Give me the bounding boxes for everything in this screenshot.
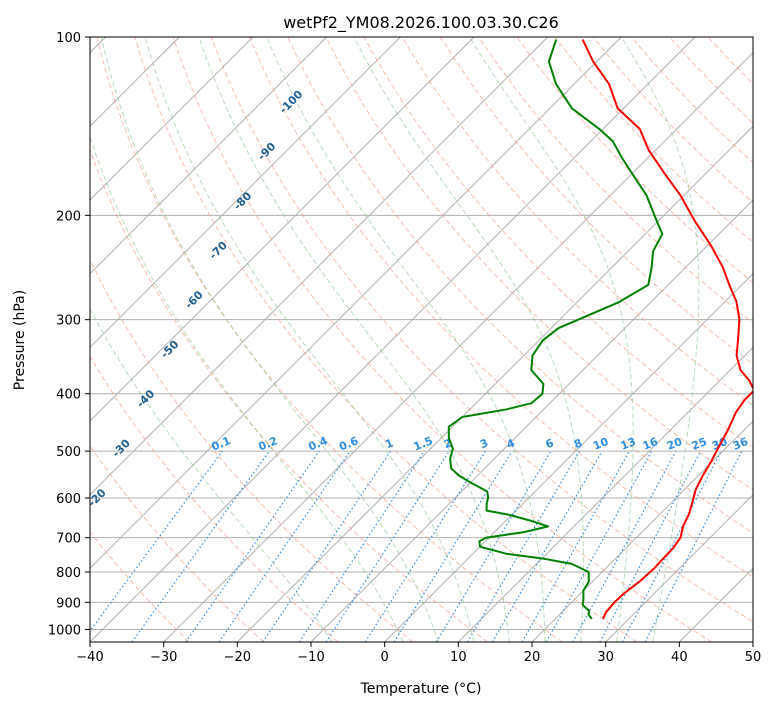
mixing-ratio-line: [185, 450, 320, 642]
mixing-ratio-line: [218, 450, 351, 642]
dry-adiabat-line: [90, 531, 190, 642]
moist-adiabat-line: [266, 37, 546, 642]
x-tick-label: 0: [381, 650, 389, 665]
x-axis-label: Temperature (°C): [360, 681, 482, 697]
y-tick-label: 1000: [48, 623, 81, 638]
x-tick-label: 10: [450, 650, 467, 665]
isotherm-line: [90, 37, 327, 275]
isotherm-line: [163, 52, 753, 642]
moist-adiabat-line: [144, 37, 475, 642]
plot-area: -100-90-80-70-60-50-40-30-20-10010203040…: [90, 37, 753, 642]
dry-adiabat-line: [134, 37, 638, 642]
moist-adiabat-line: [620, 37, 700, 642]
dry-adiabat-line: [401, 37, 753, 406]
isotherm-line: [458, 346, 753, 642]
isotherm-line: [384, 273, 753, 642]
x-tick-label: 50: [745, 650, 762, 665]
temperature-profile-line: [581, 39, 753, 620]
dry-adiabat-line: [90, 148, 488, 642]
dry-adiabat-line: [172, 37, 712, 642]
dry-adiabat-line: [90, 355, 339, 642]
dry-adiabat-line: [439, 37, 753, 365]
y-tick-label: 800: [56, 566, 81, 581]
isotherm-line: [90, 37, 254, 201]
sounding-profiles: [447, 39, 753, 620]
isotherm-line: [605, 494, 753, 642]
mixing-ratio-line: [545, 450, 653, 642]
mixing-ratio-line: [491, 450, 603, 642]
y-axis-label: Pressure (hPa): [12, 290, 28, 390]
mixing-ratio-label: 8: [572, 436, 584, 451]
y-tick-label: 700: [56, 532, 81, 547]
y-tick-label: 300: [56, 314, 81, 329]
x-tick-label: 40: [671, 650, 688, 665]
mixing-ratio-label: 2: [442, 436, 454, 451]
pressure-gridlines: [90, 37, 753, 630]
isotherm-line: [90, 37, 696, 642]
dry-adiabat-line: [325, 37, 753, 491]
chart-title: wetPf2_YM08.2026.100.03.30.C26: [283, 13, 559, 33]
y-tick-label: 100: [56, 31, 81, 46]
isotherm-line: [90, 37, 622, 569]
x-tick-label: −30: [150, 650, 177, 665]
x-axis-ticks: −40 −30 −20 −10 0 10 20 30 40 50: [76, 642, 761, 665]
isotherm-line: [310, 199, 753, 642]
x-tick-label: −10: [297, 650, 324, 665]
y-tick-label: 200: [56, 209, 81, 224]
isotherm-line: [531, 420, 753, 642]
mixing-ratio-line: [572, 450, 677, 642]
moist-adiabat-line: [198, 37, 510, 642]
mixing-ratio-line: [521, 450, 631, 642]
isotherm-line: [90, 37, 475, 422]
mixing-ratio-label: 36: [731, 435, 750, 453]
moist-adiabat-line: [90, 135, 404, 642]
dry-adiabat-line: [516, 37, 753, 284]
dewpoint-profile-line: [447, 39, 664, 620]
mixing-ratio-line: [364, 450, 486, 642]
mixing-ratio-label: 10: [591, 435, 610, 453]
mixing-ratio-label: 20: [665, 435, 684, 453]
y-tick-label: 400: [56, 388, 81, 403]
mixing-ratio-line: [325, 450, 450, 642]
mixing-ratio-label: 16: [641, 435, 660, 453]
dry-adiabat-line: [249, 37, 753, 578]
x-tick-label: 30: [597, 650, 614, 665]
mixing-ratio-label: 1: [383, 436, 395, 451]
isotherm-line: [90, 37, 548, 496]
dry-adiabat-line: [90, 445, 264, 642]
mixing-ratio-label: 3: [478, 436, 490, 451]
moist-adiabat-line: [100, 37, 439, 642]
dry-adiabat-line: [210, 37, 753, 623]
mixing-ratio-line: [435, 450, 552, 642]
y-tick-label: 500: [56, 445, 81, 460]
x-tick-label: 20: [524, 650, 541, 665]
mixing-ratio-line: [466, 450, 580, 642]
moist-adiabat-line: [90, 308, 333, 642]
dry-adiabat-line: [90, 258, 414, 642]
y-axis-ticks: 1000 900 800 700 600 500 400 300 200 100: [48, 31, 90, 638]
y-tick-label: 900: [56, 596, 81, 611]
mixing-ratio-line: [393, 450, 513, 642]
y-tick-label: 600: [56, 492, 81, 507]
mixing-ratio-label: 25: [690, 435, 709, 453]
x-tick-label: −20: [224, 650, 251, 665]
isotherm-line: [237, 125, 753, 642]
dry-adiabats: [90, 37, 753, 642]
mixing-ratio-lines: [90, 450, 743, 642]
plot-frame: [89, 36, 754, 643]
dry-adiabat-line: [96, 37, 563, 642]
mixing-ratio-label: 13: [619, 435, 638, 453]
x-tick-label: −40: [76, 650, 103, 665]
